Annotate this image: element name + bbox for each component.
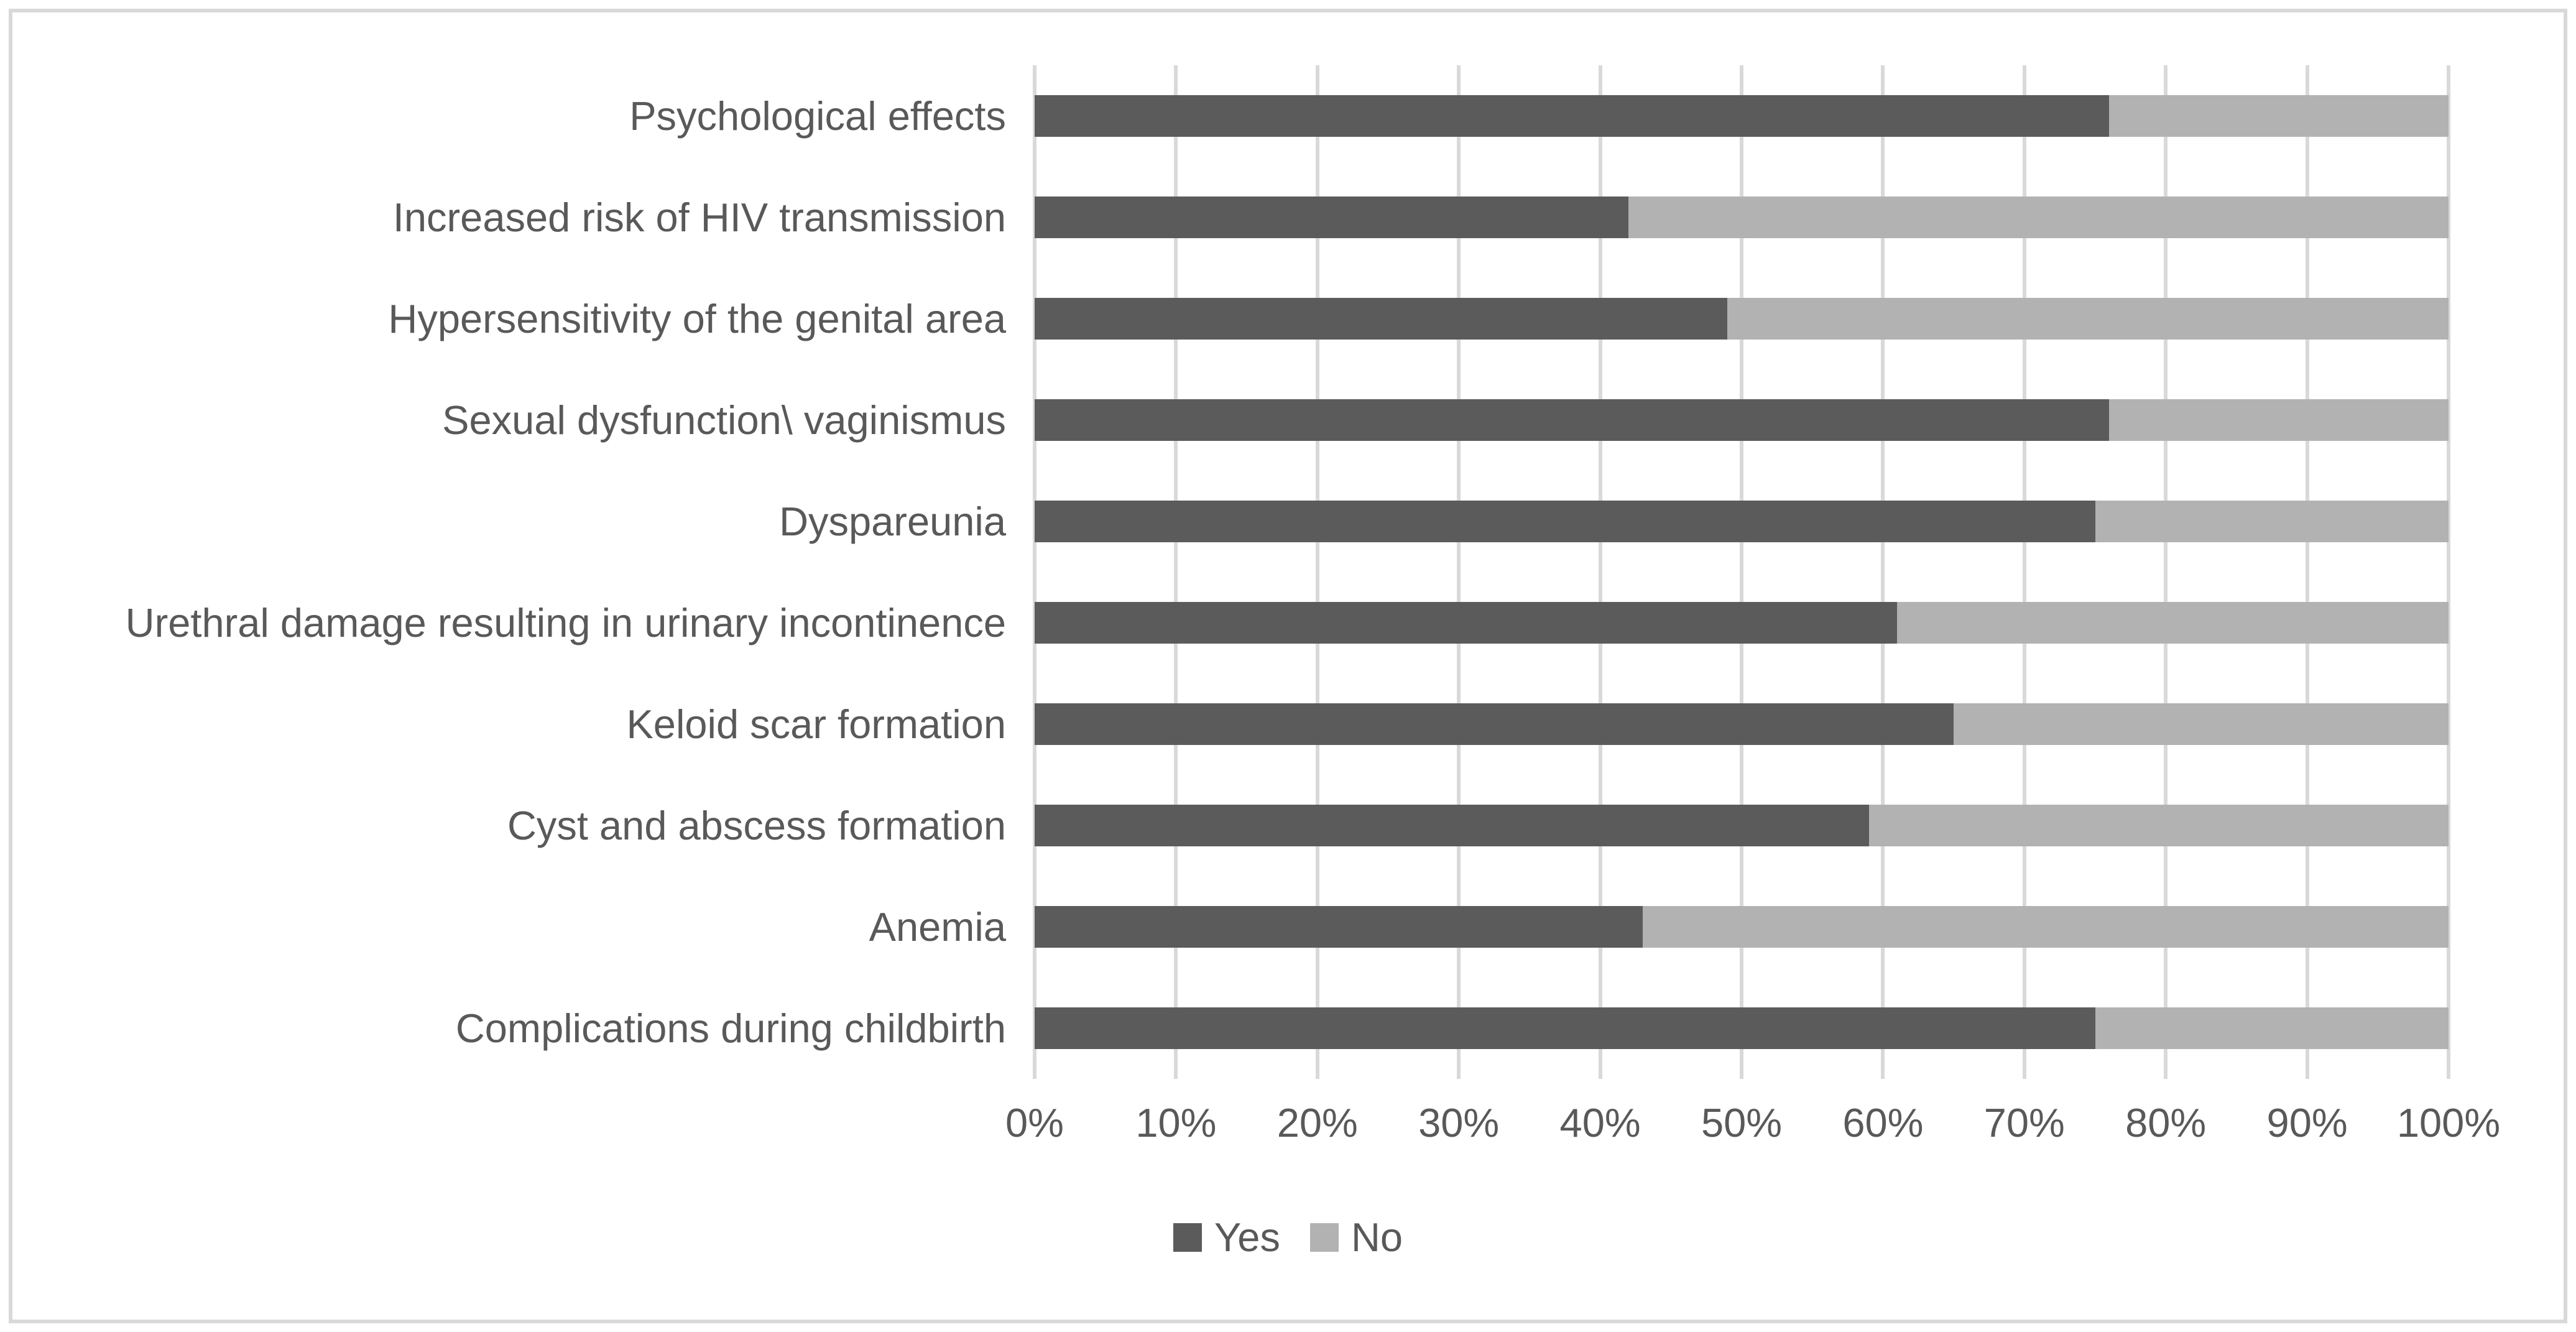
- bar-segment-yes: [1035, 197, 1629, 238]
- bar-row: Cyst and abscess formation: [0, 775, 2576, 876]
- bar-track: [1035, 95, 2449, 137]
- category-label: Cyst and abscess formation: [507, 802, 1006, 848]
- gridline: [1740, 65, 1743, 1079]
- bar-track: [1035, 703, 2449, 745]
- bar-segment-yes: [1035, 298, 1728, 340]
- x-tick-label: 0%: [1005, 1100, 1064, 1145]
- bar-row: Hypersensitivity of the genital area: [0, 268, 2576, 369]
- legend-item-yes: Yes: [1173, 1214, 1280, 1260]
- bar-row: Increased risk of HIV transmission: [0, 167, 2576, 268]
- bar-row: Urethral damage resulting in urinary inc…: [0, 572, 2576, 673]
- bar-track: [1035, 1007, 2449, 1049]
- gridline: [2164, 65, 2168, 1079]
- legend-label: No: [1350, 1214, 1403, 1260]
- category-label: Hypersensitivity of the genital area: [388, 295, 1006, 341]
- bar-segment-no: [1628, 197, 2449, 238]
- gridline: [1881, 65, 1885, 1079]
- bar-row: Sexual dysfunction\ vaginismus: [0, 369, 2576, 471]
- bar-segment-yes: [1035, 501, 2095, 542]
- legend: Yes No: [0, 1214, 2576, 1260]
- gridline: [1315, 65, 1319, 1079]
- category-label: Sexual dysfunction\ vaginismus: [442, 397, 1006, 443]
- gridline: [2022, 65, 2026, 1079]
- category-label: Dyspareunia: [779, 498, 1006, 544]
- gridline: [1033, 65, 1036, 1079]
- bar-track: [1035, 602, 2449, 644]
- bar-track: [1035, 399, 2449, 441]
- x-tick-label: 100%: [2396, 1100, 2501, 1145]
- x-tick-label: 60%: [1842, 1100, 1924, 1145]
- category-label: Complications during childbirth: [455, 1005, 1006, 1051]
- x-axis: 0% 10% 20% 30% 40% 50% 60% 70% 80% 90% 100%: [1005, 1099, 2500, 1168]
- gridline: [1174, 65, 1178, 1079]
- bar-segment-no: [1642, 906, 2449, 948]
- bar-segment-yes: [1035, 95, 2110, 137]
- bar-track: [1035, 197, 2449, 238]
- bar-track: [1035, 906, 2449, 948]
- bar-segment-no: [2109, 399, 2449, 441]
- category-label: Increased risk of HIV transmission: [392, 194, 1006, 240]
- plot-area: [1033, 65, 2450, 1079]
- x-tick-label: 30%: [1418, 1100, 1500, 1145]
- x-tick-label: 80%: [2125, 1100, 2207, 1145]
- bar-segment-yes: [1035, 703, 1954, 745]
- bar-segment-yes: [1035, 906, 1643, 948]
- bar-row: Psychological effects: [0, 65, 2576, 167]
- bar-track: [1035, 805, 2449, 846]
- gridline: [2305, 65, 2309, 1079]
- legend-swatch-icon: [1173, 1223, 1202, 1252]
- category-label: Anemia: [869, 904, 1006, 950]
- legend-swatch-icon: [1309, 1223, 1339, 1252]
- bar-segment-no: [2109, 95, 2449, 137]
- bar-row: Complications during childbirth: [0, 978, 2576, 1079]
- gridline: [1457, 65, 1461, 1079]
- x-tick-label: 40%: [1559, 1100, 1641, 1145]
- gridline: [1598, 65, 1602, 1079]
- x-tick-label: 10%: [1135, 1100, 1217, 1145]
- legend-label: Yes: [1214, 1214, 1280, 1260]
- bar-segment-yes: [1035, 399, 2110, 441]
- bar-segment-yes: [1035, 602, 1898, 644]
- bar-segment-no: [2095, 501, 2449, 542]
- bar-segment-no: [1868, 805, 2449, 846]
- bar-segment-no: [1897, 602, 2449, 644]
- x-tick-label: 70%: [1983, 1100, 2065, 1145]
- bar-track: [1035, 501, 2449, 542]
- bar-segment-yes: [1035, 805, 1869, 846]
- bar-segment-yes: [1035, 1007, 2095, 1049]
- x-tick-label: 90%: [2266, 1100, 2348, 1145]
- bar-row: Anemia: [0, 876, 2576, 978]
- x-tick-label: 50%: [1701, 1100, 1783, 1145]
- category-label: Keloid scar formation: [626, 701, 1006, 747]
- category-label: Psychological effects: [629, 93, 1006, 139]
- rows: Psychological effects Increased risk of H…: [0, 65, 2576, 1079]
- category-label: Urethral damage resulting in urinary inc…: [125, 599, 1006, 645]
- bar-segment-no: [1727, 298, 2449, 340]
- bar-segment-no: [1954, 703, 2449, 745]
- legend-item-no: No: [1309, 1214, 1403, 1260]
- bar-segment-no: [2095, 1007, 2449, 1049]
- x-tick-label: 20%: [1276, 1100, 1358, 1145]
- bar-track: [1035, 298, 2449, 340]
- gridline: [2447, 65, 2450, 1079]
- bar-row: Dyspareunia: [0, 471, 2576, 572]
- bar-row: Keloid scar formation: [0, 673, 2576, 775]
